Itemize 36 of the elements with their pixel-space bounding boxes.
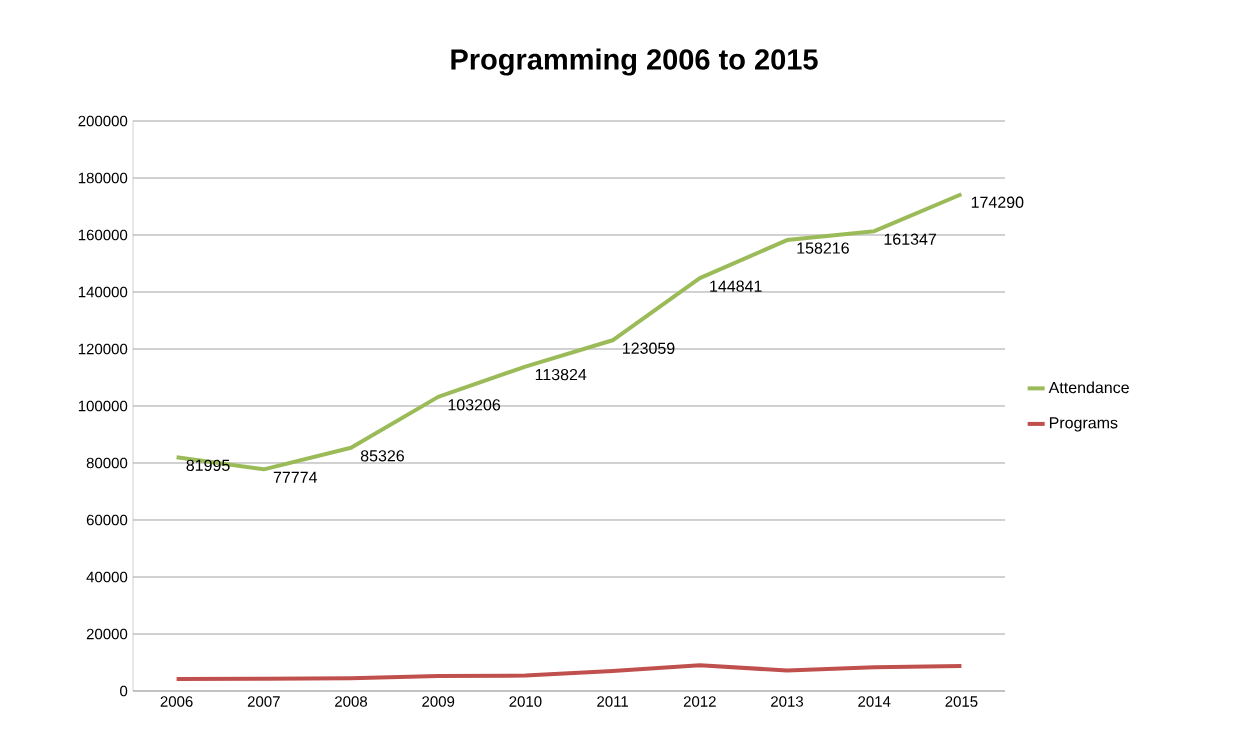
chart-title: Programming 2006 to 2015 bbox=[451, 48, 818, 76]
y-tick-label: 20000 bbox=[86, 628, 128, 640]
x-tick-label: 2008 bbox=[335, 696, 368, 707]
x-tick-label: 2015 bbox=[945, 696, 978, 707]
y-tick-label: 180000 bbox=[78, 172, 128, 184]
data-label: 123059 bbox=[623, 342, 675, 354]
data-label: 158216 bbox=[797, 242, 849, 254]
y-tick-label: 80000 bbox=[86, 457, 128, 469]
x-tick-label: 2013 bbox=[771, 696, 804, 707]
x-tick-label: 2014 bbox=[858, 696, 891, 707]
x-tick-label: 2011 bbox=[597, 696, 628, 707]
data-label: 144841 bbox=[710, 280, 762, 292]
legend-label: Attendance bbox=[1048, 381, 1129, 394]
legend-label: Programs bbox=[1049, 417, 1118, 432]
y-tick-label: 120000 bbox=[78, 343, 128, 355]
data-label: 174290 bbox=[971, 196, 1024, 208]
data-label: 77774 bbox=[273, 471, 318, 483]
y-tick-label: 200000 bbox=[78, 115, 128, 127]
y-tick-label: 160000 bbox=[78, 229, 128, 241]
x-tick-label: 2010 bbox=[509, 696, 542, 707]
x-tick-label: 2012 bbox=[683, 696, 716, 707]
data-label: 161347 bbox=[884, 233, 936, 245]
line-series bbox=[174, 192, 964, 472]
data-label: 103206 bbox=[448, 399, 501, 411]
x-tick-label: 2007 bbox=[247, 696, 280, 707]
data-label: 113824 bbox=[535, 368, 587, 381]
x-tick-label: 2006 bbox=[160, 696, 193, 707]
y-tick-label: 100000 bbox=[78, 400, 128, 412]
y-tick-label: 40000 bbox=[86, 571, 128, 583]
y-tick-label: 140000 bbox=[78, 286, 128, 298]
y-tick-label: 0 bbox=[120, 685, 128, 697]
data-label: 85326 bbox=[360, 450, 404, 462]
y-tick-label: 60000 bbox=[86, 514, 128, 526]
line-series bbox=[174, 663, 964, 682]
x-tick-label: 2009 bbox=[422, 696, 455, 707]
data-label: 81995 bbox=[186, 459, 230, 471]
